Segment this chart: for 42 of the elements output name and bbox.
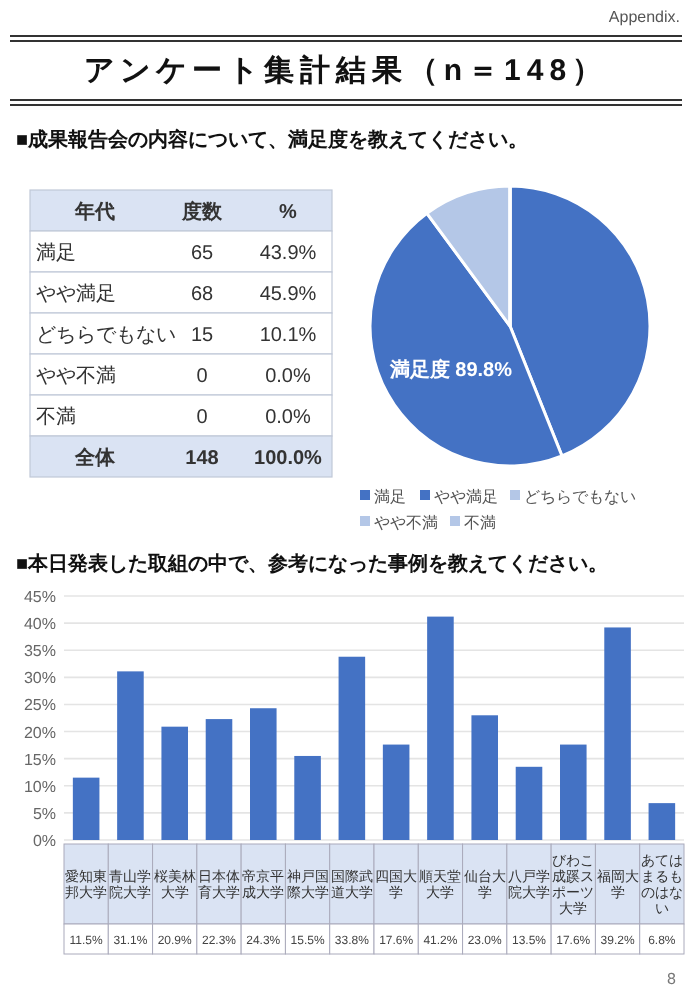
text: 満足 [36, 240, 76, 265]
legend-label: どちらでもない [524, 488, 636, 506]
text: アンケート集計結果（n＝148） [83, 54, 609, 88]
y-tick-label: 25% [23, 696, 56, 715]
text: 度数 [180, 199, 224, 224]
text: 65 [190, 242, 214, 265]
text: 45.9% [259, 283, 317, 306]
text: 不満 [36, 404, 76, 429]
y-tick-label: 40% [23, 615, 56, 634]
legend-label: 満足 [374, 488, 406, 506]
legend-label: やや不満 [374, 514, 438, 532]
y-tick-label: 20% [23, 723, 56, 742]
legend-label: 不満 [464, 514, 496, 532]
text: 年代 [73, 199, 115, 224]
text: 68 [190, 283, 214, 306]
text: どちらでもない [36, 324, 176, 347]
text: 10.1% [259, 324, 317, 347]
legend-label: やや満足 [434, 488, 498, 506]
text: 15 [190, 324, 214, 347]
y-tick-label: 10% [23, 777, 56, 796]
text: 0 [196, 365, 209, 388]
text: 0.0% [265, 365, 312, 388]
text: やや不満 [36, 363, 116, 388]
chart-title: ■本日発表した取組の中で、参考になった事例を教えてください。 [16, 552, 609, 576]
text: 全体 [73, 445, 117, 470]
text: 100.0% [254, 447, 323, 470]
text: やや満足 [36, 281, 116, 306]
text: 0.0% [265, 406, 312, 429]
text: 43.9% [259, 242, 317, 265]
text: 0 [196, 406, 209, 429]
y-tick-label: 35% [23, 642, 56, 661]
text: 148 [185, 447, 220, 470]
text: 8 [667, 970, 678, 988]
y-tick-label: 15% [23, 750, 56, 769]
y-tick-label: 45% [23, 588, 56, 606]
text: % [279, 201, 298, 224]
text: ■成果報告会の内容について、満足度を教えてください。 [16, 128, 529, 152]
y-tick-label: 0% [32, 832, 56, 850]
y-tick-label: 5% [32, 804, 56, 823]
text: Appendix. [608, 8, 680, 26]
y-tick-label: 30% [23, 669, 56, 688]
text: 満足度 89.8% [387, 358, 513, 382]
